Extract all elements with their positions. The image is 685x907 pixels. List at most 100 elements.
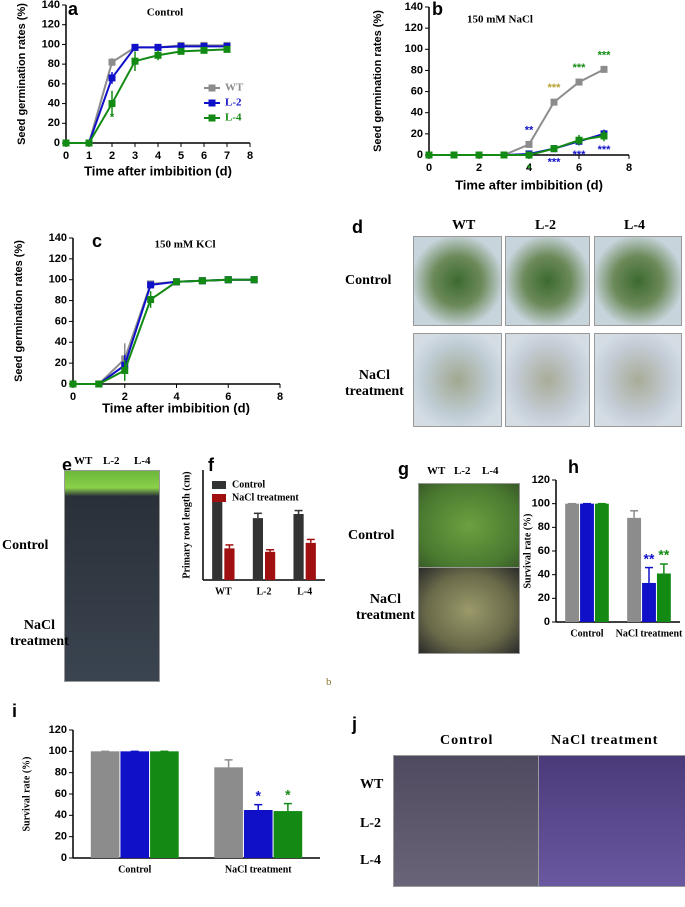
legend-swatch: [212, 481, 226, 489]
marker: [500, 151, 508, 159]
bar: [252, 518, 263, 580]
column-label: NaCl treatment: [551, 733, 659, 748]
marker: [121, 366, 129, 374]
bar: [565, 503, 580, 622]
x-tick-label: NaCl treatment: [225, 864, 292, 875]
marker: [525, 140, 533, 148]
row-label: L-4: [360, 853, 381, 868]
chart-title: 150 mM NaCl: [467, 14, 533, 26]
legend-marker: [208, 99, 216, 107]
marker: [131, 57, 139, 65]
y-tick-label: 0: [54, 137, 60, 149]
annotation: **: [525, 124, 534, 136]
x-tick-label: 0: [426, 162, 432, 174]
panel-label: j: [352, 714, 358, 734]
marker: [95, 380, 103, 388]
line: [66, 48, 228, 144]
panel-label: a: [68, 0, 79, 19]
column-label: WT: [427, 465, 446, 477]
panel-label: g: [398, 459, 409, 479]
photo: [594, 333, 682, 427]
panel-label: f: [208, 455, 215, 475]
marker: [69, 380, 77, 388]
x-tick-label: NaCl treatment: [616, 628, 683, 639]
row-label: L-2: [360, 816, 381, 831]
x-tick-label: 8: [247, 150, 253, 162]
y-tick-label: 40: [48, 97, 60, 109]
y-tick-label: 80: [48, 58, 60, 70]
x-axis-label: Time after imbibition (d): [102, 400, 250, 415]
annotation: *: [285, 786, 291, 802]
marker: [108, 74, 116, 82]
marker: [147, 281, 155, 289]
annotation: **: [644, 550, 655, 566]
annotation: *: [527, 163, 532, 175]
x-axis-label: Time after imbibition (d): [84, 163, 232, 178]
panel-label: b: [432, 0, 443, 19]
marker: [200, 42, 208, 50]
y-tick-label: 120: [532, 474, 550, 486]
line: [429, 134, 605, 156]
panel-label: c: [92, 231, 102, 251]
y-tick-label: 100: [532, 498, 550, 510]
marker: [600, 65, 608, 73]
y-tick-label: 120: [49, 253, 67, 265]
marker: [450, 151, 458, 159]
bar: [90, 751, 120, 858]
y-tick-label: 60: [55, 788, 67, 800]
row-label: Control: [345, 273, 392, 288]
line: [66, 44, 227, 144]
marker: [250, 276, 258, 284]
photo: [505, 236, 590, 326]
bar: [627, 517, 642, 622]
marker: [525, 151, 533, 159]
y-tick-label: 0: [544, 616, 550, 628]
annotation: ***: [573, 149, 587, 161]
column-label: L-4: [134, 455, 151, 467]
marker: [475, 151, 483, 159]
bar: [120, 751, 150, 858]
annotation: ***: [598, 49, 612, 61]
y-tick-label: 20: [55, 357, 67, 369]
marker: [108, 58, 116, 66]
x-axis-label: Time after imbibition (d): [455, 177, 603, 192]
legend-label: WT: [225, 82, 244, 94]
x-tick-label: 8: [626, 162, 632, 174]
marker: [177, 47, 185, 55]
y-tick-label: 0: [61, 852, 67, 864]
bar: [580, 503, 594, 622]
line: [73, 278, 255, 385]
x-tick-label: L-4: [297, 586, 312, 597]
column-label: WT: [452, 218, 476, 233]
y-axis-label: Seed germination rates (%): [372, 10, 384, 152]
line: [73, 278, 255, 385]
row-label: NaCl treatment: [356, 592, 415, 624]
photo: [418, 567, 520, 654]
annotation: ***: [598, 144, 612, 156]
bar: [293, 514, 304, 580]
marker: [177, 42, 185, 50]
y-tick-label: 40: [538, 569, 550, 581]
x-tick-label: Control: [570, 628, 603, 639]
y-tick-label: 0: [417, 149, 423, 161]
bar: [150, 751, 179, 858]
y-tick-label: 60: [538, 545, 550, 557]
bar: [224, 548, 235, 580]
photo: [418, 483, 520, 569]
legend-label: L-2: [225, 97, 242, 109]
x-tick-label: 4: [155, 150, 162, 162]
annotation: *: [110, 111, 115, 123]
y-axis-label: Seed germination rates (%): [16, 3, 28, 145]
x-tick-label: 6: [225, 391, 231, 403]
marker: [223, 45, 231, 53]
x-tick-label: 0: [70, 391, 76, 403]
y-tick-label: 100: [49, 745, 67, 757]
y-tick-label: 20: [538, 592, 550, 604]
legend-marker: [208, 84, 216, 92]
chart-title: Control: [147, 7, 183, 19]
bar: [642, 582, 656, 622]
column-label: L-4: [482, 465, 499, 477]
x-tick-label: 2: [109, 150, 115, 162]
legend-label: NaCl treatment: [232, 492, 299, 503]
x-tick-label: 6: [576, 162, 582, 174]
